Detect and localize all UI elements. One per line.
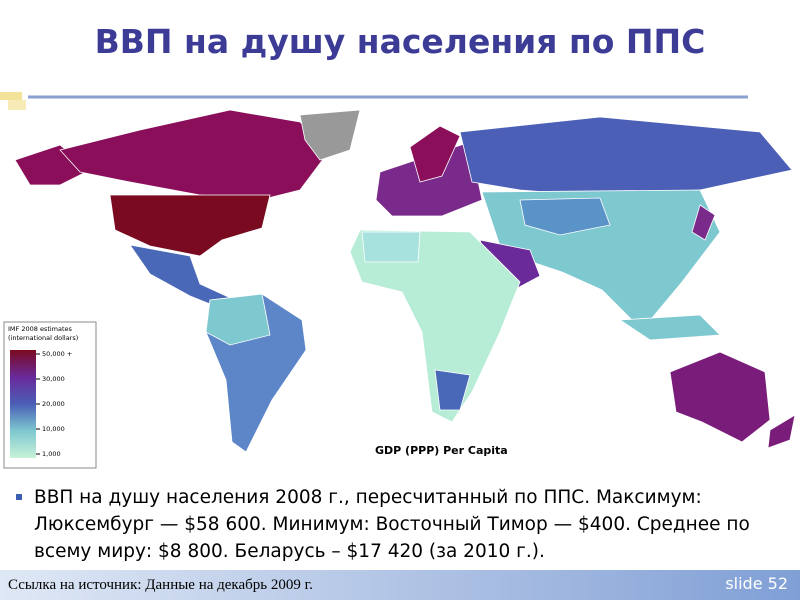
usa [109,194,271,257]
indonesia [618,314,721,341]
legend-label: 10,000 [42,425,65,433]
africa [349,229,521,423]
legend-title: (international dollars) [8,334,78,342]
legend-label: 1,000 [42,450,61,458]
legend-label: 50,000 + [42,350,72,358]
slide-title: ВВП на душу населения по ППС [94,22,706,61]
north-africa [361,231,421,263]
source-note: Ссылка на источник: Данные на декабрь 20… [8,577,313,593]
decoration [0,92,748,110]
australia [669,351,771,443]
map-caption: GDP (PPP) Per Capita [375,444,508,457]
bullet-list: ВВП на душу населения 2008 г., пересчита… [14,484,794,565]
canada [59,109,331,201]
world-map: IMF 2008 estimates (international dollar… [3,109,796,469]
new-zealand [767,414,796,449]
legend-label: 30,000 [42,375,65,383]
central-asia [519,197,611,236]
south-america-north [205,293,271,346]
japan [691,204,716,241]
scandinavia [409,125,461,183]
legend-label: 20,000 [42,400,65,408]
deco-square [8,100,26,110]
slide-number: slide 52 [725,574,788,593]
southern-africa [434,369,471,411]
greenland [299,109,361,161]
deco-square [0,92,22,100]
legend-title: IMF 2008 estimates [8,325,73,333]
russia [459,116,793,197]
legend-scale [10,350,36,458]
bullet: ВВП на душу населения 2008 г., пересчита… [14,484,794,565]
footer: Ссылка на источник: Данные на декабрь 20… [0,570,800,600]
